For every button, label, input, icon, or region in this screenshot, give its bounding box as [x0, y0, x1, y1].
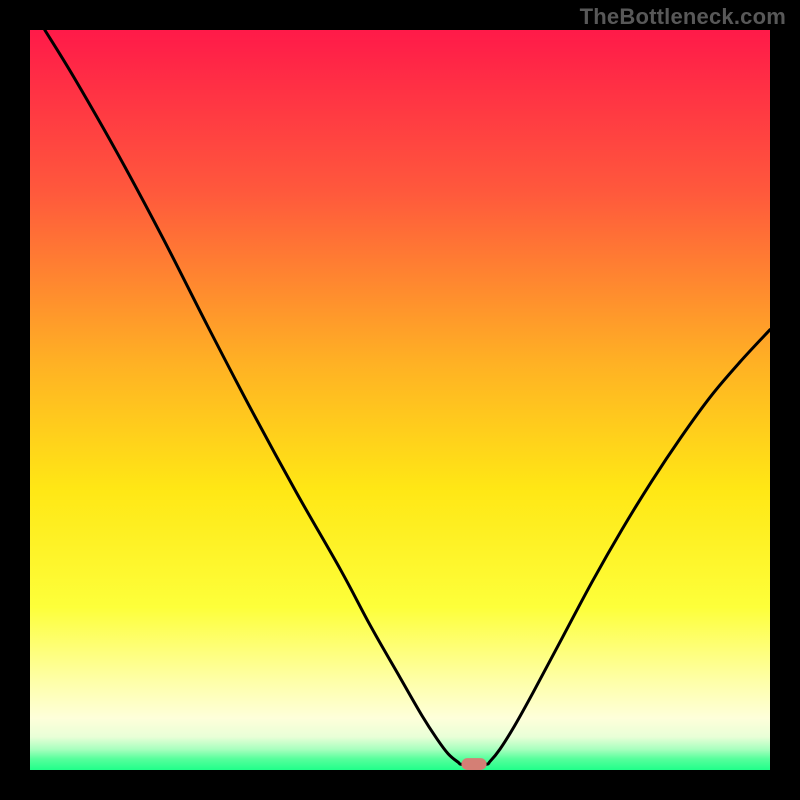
bottleneck-chart	[0, 0, 800, 800]
chart-plot-area	[30, 30, 770, 770]
optimal-marker	[461, 758, 486, 770]
chart-container: TheBottleneck.com	[0, 0, 800, 800]
